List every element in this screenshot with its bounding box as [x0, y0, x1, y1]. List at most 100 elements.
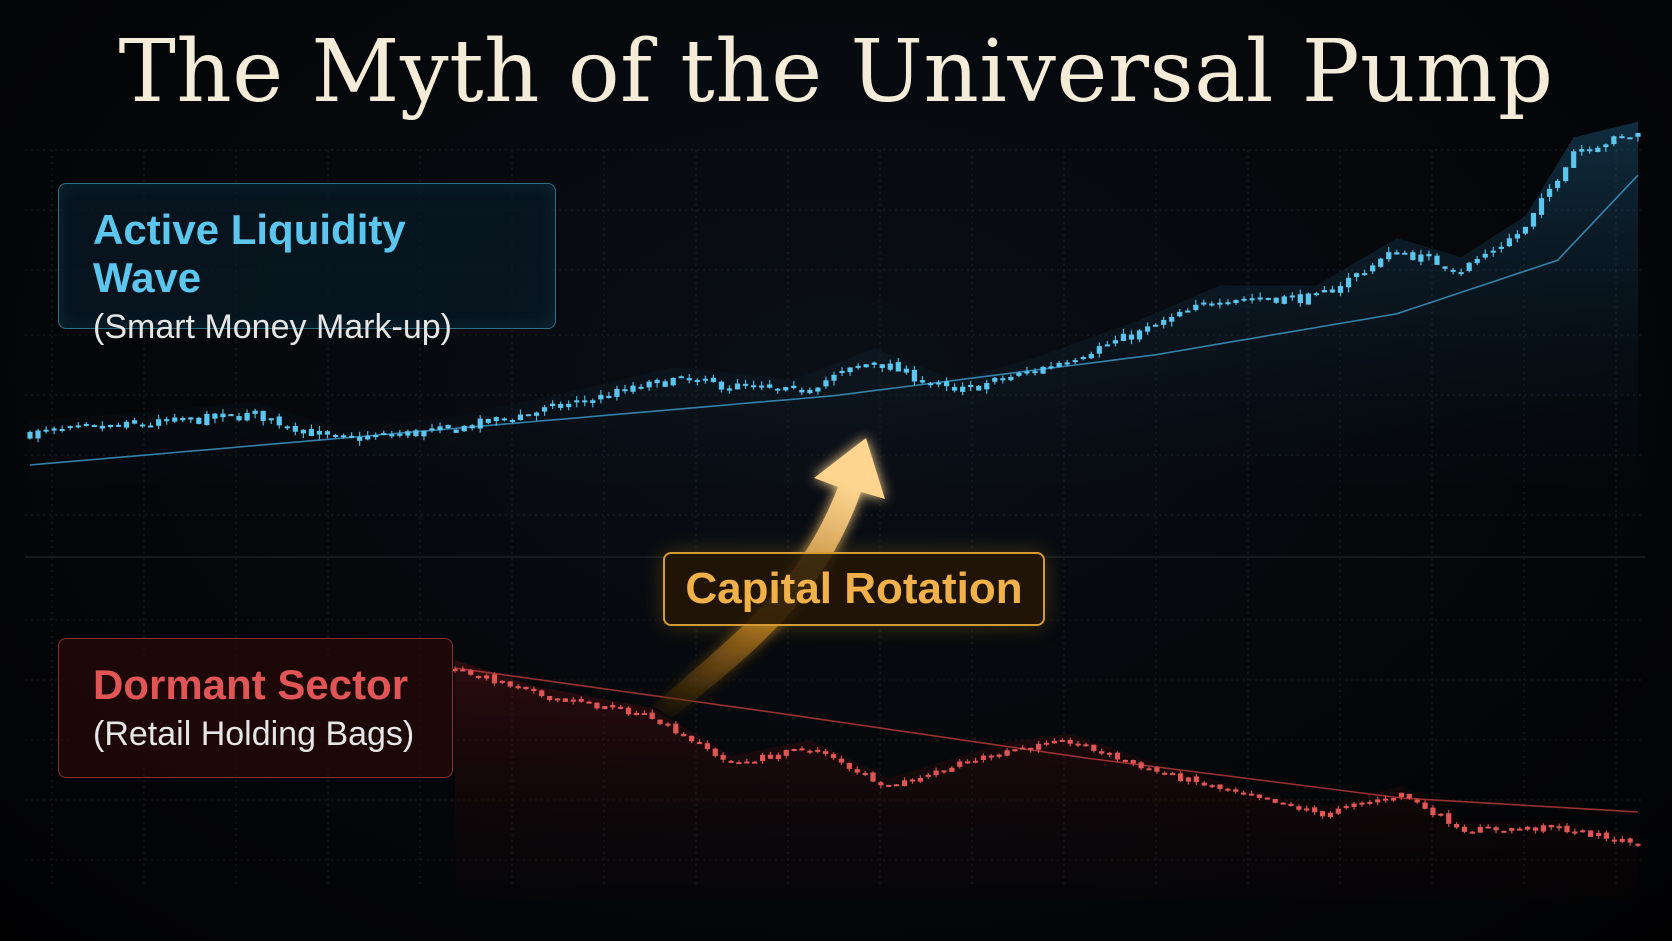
candle-body — [578, 699, 584, 702]
candle-body — [531, 688, 537, 692]
candle-body — [523, 686, 529, 690]
candle-body — [1378, 258, 1384, 267]
candle-body — [437, 426, 443, 431]
active-liquidity-label: Active Liquidity Wave (Smart Money Mark-… — [58, 183, 556, 346]
candle-body — [485, 418, 491, 423]
candle-body — [43, 429, 49, 432]
candle-body — [863, 364, 869, 368]
candle-body — [871, 362, 877, 365]
candle-body — [696, 742, 703, 745]
candle-body — [397, 433, 403, 436]
candle-body — [1367, 801, 1373, 804]
candle-body — [1383, 798, 1389, 801]
candle-body — [469, 425, 475, 429]
candle-body — [1217, 302, 1223, 305]
candle-body — [791, 385, 797, 389]
candle-body — [1008, 376, 1014, 381]
candle-body — [610, 704, 616, 708]
candle-body — [1501, 830, 1507, 833]
dormant-label-sub: (Retail Holding Bags) — [93, 715, 415, 753]
candle-body — [702, 378, 708, 381]
candle-body — [252, 410, 258, 414]
candle-body — [558, 403, 564, 408]
candle-body — [815, 387, 821, 392]
candle-body — [598, 394, 604, 400]
candle-body — [1128, 334, 1135, 340]
candle-body — [1201, 782, 1207, 786]
candle-body — [783, 387, 789, 391]
candle-body — [622, 389, 628, 392]
candle-body — [300, 429, 306, 434]
candle-body — [1572, 831, 1578, 834]
candle-body — [515, 686, 521, 689]
candle-body — [886, 784, 892, 787]
candle-body — [67, 426, 73, 429]
candle-body — [1556, 826, 1562, 829]
candle-body — [212, 413, 218, 419]
candle-body — [1394, 252, 1400, 255]
candle-body — [1016, 372, 1022, 376]
candle-body — [665, 723, 671, 726]
candle-body — [1072, 360, 1078, 363]
candle-body — [1327, 812, 1334, 817]
candle-body — [957, 761, 963, 767]
candle-body — [734, 383, 741, 390]
candle-body — [704, 743, 710, 749]
candle-body — [759, 385, 765, 388]
candle-body — [1563, 167, 1569, 182]
candle-body — [1020, 747, 1026, 750]
candle-body — [541, 407, 548, 412]
candle-body — [1185, 777, 1192, 782]
candle-body — [1012, 749, 1018, 752]
candle-body — [204, 413, 210, 426]
candle-body — [586, 701, 592, 704]
candle-body — [1430, 807, 1436, 816]
candle-body — [1154, 767, 1160, 772]
candle-body — [799, 389, 805, 393]
candle-body — [1241, 792, 1247, 795]
candle-body — [554, 698, 561, 701]
candle-body — [1201, 302, 1207, 305]
candle-body — [1114, 752, 1121, 760]
candle-body — [499, 680, 505, 683]
candle-body — [670, 378, 676, 386]
candle-body — [1580, 830, 1586, 833]
candle-body — [1442, 266, 1448, 269]
candle-body — [570, 699, 576, 702]
candle-body — [476, 675, 482, 678]
candle-body — [862, 773, 868, 776]
candle-body — [562, 698, 569, 702]
candle-body — [1611, 839, 1617, 842]
active-moving-average — [29, 174, 1639, 466]
candle-body — [594, 702, 600, 709]
candle-body — [1595, 832, 1602, 837]
candle-body — [1272, 798, 1278, 803]
candle-body — [1506, 238, 1512, 247]
candle-body — [1099, 751, 1105, 754]
candle-body — [164, 419, 170, 422]
candle-body — [720, 754, 726, 760]
candle-body — [694, 379, 700, 382]
candle-body — [477, 418, 483, 429]
candle-body — [602, 706, 608, 710]
candle-body — [27, 431, 33, 439]
candle-body — [952, 386, 958, 391]
candle-body — [1375, 799, 1381, 803]
candle-body — [493, 417, 499, 422]
candle-body — [917, 777, 923, 782]
dormant-sector-label: Dormant Sector (Retail Holding Bags) — [58, 638, 453, 778]
candle-body — [744, 761, 750, 764]
candle-body — [1193, 776, 1199, 783]
candle-body — [1386, 252, 1392, 260]
candle-body — [574, 400, 580, 403]
candle-body — [854, 769, 860, 773]
candle-body — [1136, 330, 1143, 340]
candle-body — [1345, 277, 1352, 288]
candle-body — [1083, 744, 1089, 747]
candle-body — [972, 760, 979, 763]
candle-body — [1032, 371, 1038, 374]
candle-body — [1337, 286, 1344, 293]
candle-body — [1059, 739, 1065, 742]
candle-body — [996, 754, 1002, 757]
